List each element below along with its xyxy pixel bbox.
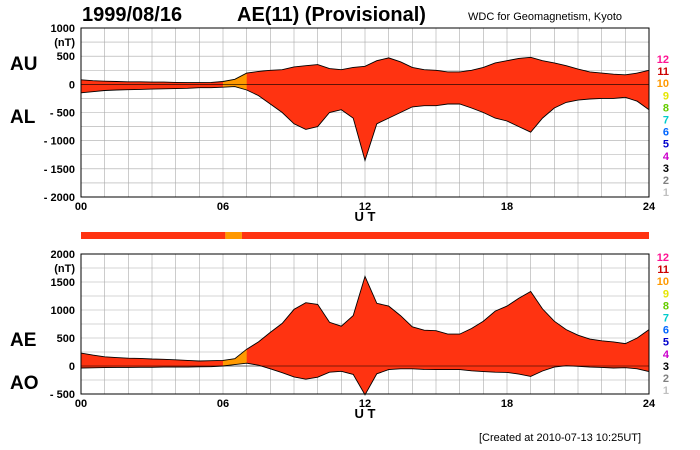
legend-count-2: 2 bbox=[663, 175, 669, 187]
x-axis-label: U T bbox=[355, 209, 376, 224]
y-tick-label: - 500 bbox=[50, 389, 75, 401]
data-area-fill bbox=[81, 57, 649, 161]
panel-label-bottom: AO bbox=[10, 373, 39, 394]
y-tick-label: 1000 bbox=[51, 23, 75, 35]
unit-label: (nT) bbox=[54, 37, 75, 49]
y-tick-label: 2000 bbox=[51, 249, 75, 261]
legend-count-7: 7 bbox=[663, 313, 669, 325]
chart-title: AE(11) (Provisional) bbox=[237, 4, 426, 26]
x-tick-label: 00 bbox=[75, 398, 87, 410]
panel-label-top: AU bbox=[10, 54, 37, 75]
data-area-low-count bbox=[223, 349, 247, 366]
y-tick-label: 0 bbox=[69, 79, 75, 91]
data-area-fill bbox=[81, 276, 649, 395]
au-al-panel: 1000 500 0 - 500 - 1000 - 1500 - 2000 (nT) 00 06 1… bbox=[10, 23, 670, 224]
x-tick-label: 00 bbox=[75, 201, 87, 213]
y-tick-label: 1000 bbox=[51, 305, 75, 317]
unit-label: (nT) bbox=[54, 263, 75, 275]
legend-count-2: 2 bbox=[663, 373, 669, 385]
legend-count-1: 1 bbox=[663, 187, 669, 199]
legend-count-5: 5 bbox=[663, 139, 669, 151]
legend-count-6: 6 bbox=[663, 127, 669, 139]
series-line-al bbox=[80, 86, 650, 162]
legend-count-8: 8 bbox=[663, 300, 669, 312]
legend-count-11: 11 bbox=[657, 66, 669, 78]
x-tick-label: 12 bbox=[359, 201, 371, 213]
y-tick-label: - 2000 bbox=[44, 192, 75, 204]
legend-count-5: 5 bbox=[663, 337, 669, 349]
created-stamp: [Created at 2010-07-13 10:25UT] bbox=[479, 432, 642, 444]
plot-frame bbox=[80, 27, 650, 198]
coverage-bar-segment bbox=[225, 232, 242, 239]
legend-count-12: 12 bbox=[657, 54, 669, 66]
x-tick-label: 18 bbox=[501, 398, 513, 410]
series-line-ae bbox=[80, 275, 650, 362]
series-line-au bbox=[80, 56, 650, 84]
x-tick-label: 18 bbox=[501, 201, 513, 213]
x-axis-label: U T bbox=[355, 406, 376, 421]
legend-count-1: 1 bbox=[663, 385, 669, 397]
legend-count-12: 12 bbox=[657, 252, 669, 264]
x-tick-label: 06 bbox=[217, 201, 229, 213]
data-area-low-count bbox=[223, 73, 247, 90]
plot-frame bbox=[80, 253, 650, 395]
coverage-bar-segment bbox=[241, 232, 649, 239]
y-tick-label: - 1000 bbox=[44, 136, 75, 148]
legend-count-10: 10 bbox=[657, 78, 669, 90]
legend-count-10: 10 bbox=[657, 276, 669, 288]
y-tick-label: - 500 bbox=[50, 108, 75, 120]
legend-count-9: 9 bbox=[663, 288, 669, 300]
legend-count-6: 6 bbox=[663, 325, 669, 337]
coverage-bar-segment bbox=[81, 232, 226, 239]
series-line-ao bbox=[80, 362, 650, 396]
source-label: WDC for Geomagnetism, Kyoto bbox=[468, 11, 623, 23]
panel-label-top: AE bbox=[10, 330, 36, 351]
y-tick-label: - 1500 bbox=[44, 164, 75, 176]
legend-count-8: 8 bbox=[663, 102, 669, 114]
y-tick-label: 0 bbox=[69, 361, 75, 373]
date-label: 1999/08/16 bbox=[82, 4, 183, 26]
legend-count-3: 3 bbox=[663, 163, 669, 175]
legend-count-11: 11 bbox=[657, 264, 669, 276]
x-tick-label: 24 bbox=[643, 398, 656, 410]
panel-label-bottom: AL bbox=[10, 107, 36, 128]
legend-count-4: 4 bbox=[663, 349, 670, 361]
y-tick-label: 500 bbox=[57, 51, 75, 63]
legend-count-9: 9 bbox=[663, 90, 669, 102]
x-tick-label: 24 bbox=[643, 201, 656, 213]
y-tick-label: 1500 bbox=[51, 277, 75, 289]
y-tick-label: 500 bbox=[57, 333, 75, 345]
legend-count-4: 4 bbox=[663, 151, 670, 163]
legend-count-7: 7 bbox=[663, 115, 669, 127]
x-tick-label: 12 bbox=[359, 398, 371, 410]
coverage-bar bbox=[81, 232, 649, 239]
legend-count-3: 3 bbox=[663, 361, 669, 373]
x-tick-label: 06 bbox=[217, 398, 229, 410]
